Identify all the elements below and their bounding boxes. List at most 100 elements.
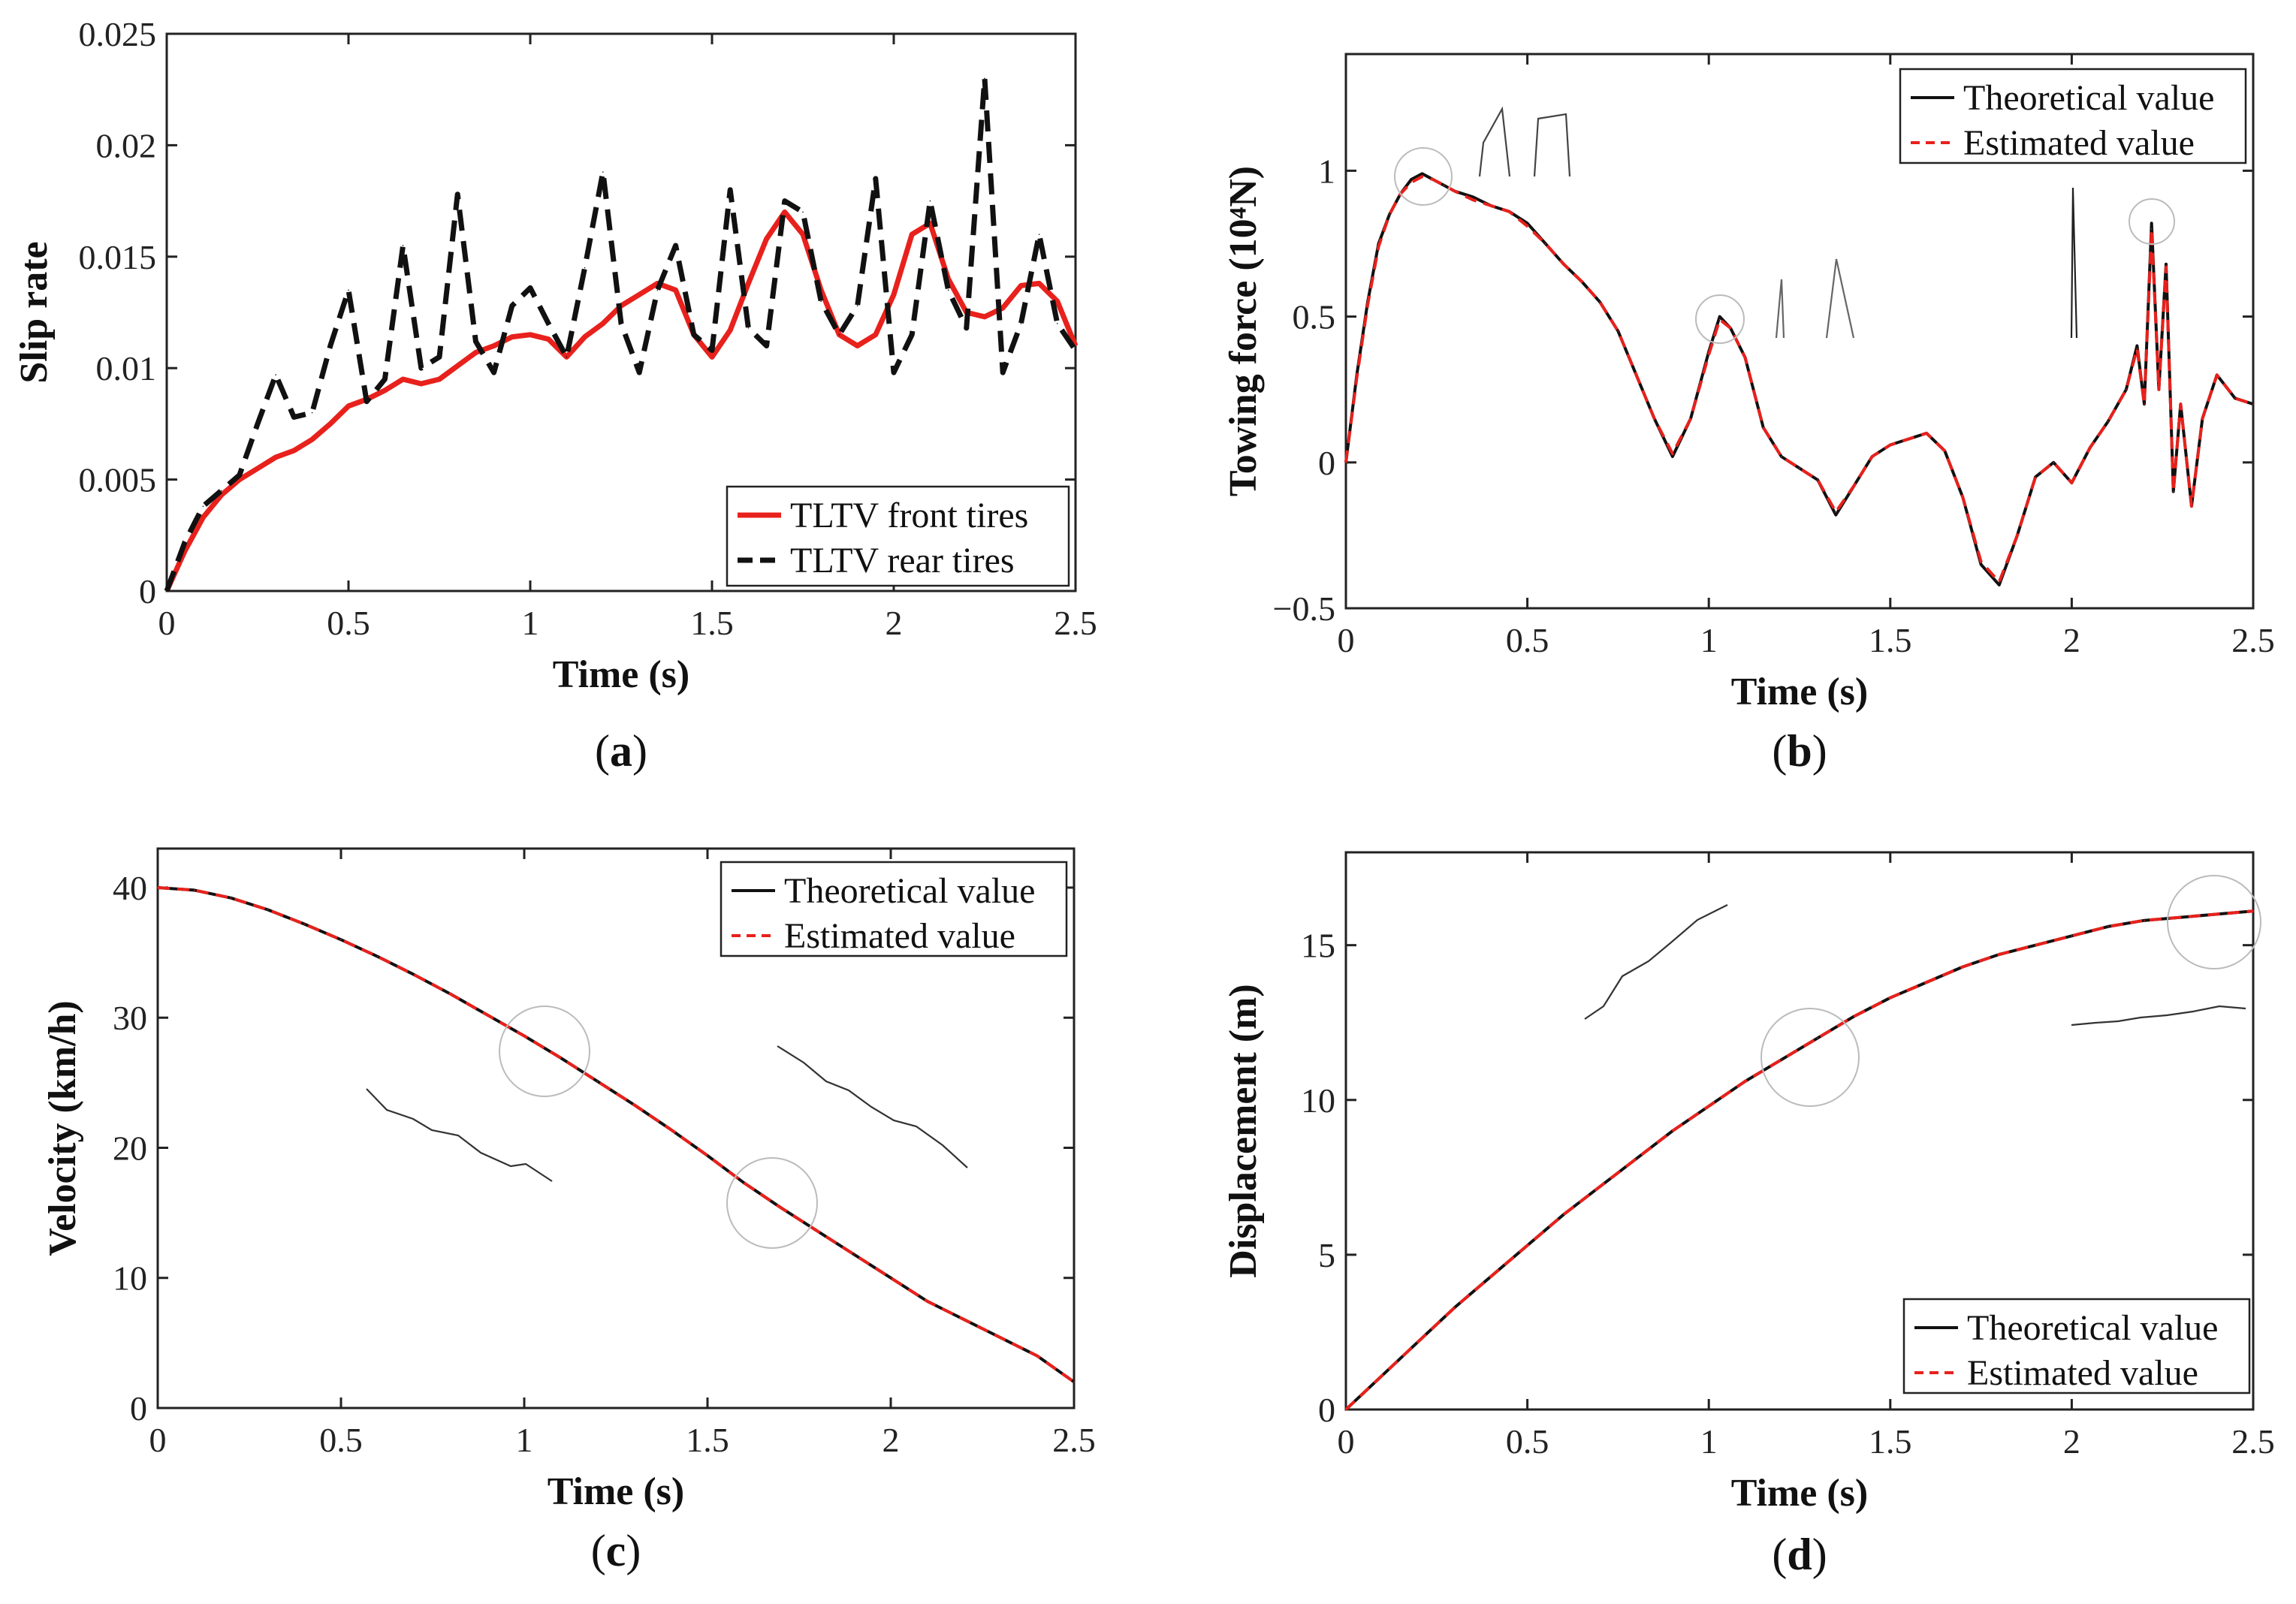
data-point [670, 1129, 671, 1131]
data-point [1038, 234, 1040, 235]
y-tick-label: 5 [1318, 1236, 1335, 1274]
data-point [1472, 199, 1474, 201]
data-point [2017, 535, 2018, 536]
zoom-circle [1760, 1008, 1860, 1107]
data-point [1926, 981, 1927, 983]
zoom-inset-sketch [2070, 187, 2078, 339]
data-point [1781, 1059, 1782, 1060]
data-point [602, 323, 604, 324]
zoom-inset-sketch [777, 1045, 968, 1168]
data-point [2136, 348, 2138, 350]
data-point [1730, 327, 1731, 329]
x-tick-label: 0.5 [1506, 1422, 1549, 1461]
data-point [856, 305, 858, 306]
data-point [560, 1057, 562, 1059]
legend-label: Estimated value [1963, 123, 2195, 163]
data-point [275, 374, 277, 375]
data-point [384, 390, 386, 391]
data-point [1508, 210, 1510, 213]
data-point [984, 316, 985, 318]
x-tick-label: 2.5 [1052, 1421, 1096, 1459]
y-tick-label: 0.02 [96, 126, 157, 164]
data-point [2107, 421, 2109, 423]
data-point [239, 478, 240, 481]
data-point [2144, 919, 2145, 921]
x-axis-label: Time (s) [1731, 1472, 1868, 1515]
data-point [1599, 301, 1601, 303]
data-point [330, 345, 331, 347]
data-point [853, 1253, 855, 1256]
data-point [1526, 1244, 1528, 1247]
data-point [1817, 1037, 1818, 1039]
data-point [1853, 1015, 1855, 1018]
data-point [157, 887, 158, 888]
y-tick-label: 0 [130, 1389, 147, 1428]
data-point [2172, 490, 2174, 493]
data-point [511, 336, 513, 338]
data-point [2252, 910, 2254, 912]
zoom-inset-sketch [366, 1088, 553, 1182]
data-point [529, 333, 531, 336]
zoom-circle [1695, 294, 1745, 344]
x-tick-label: 2 [2063, 621, 2080, 659]
data-point [311, 439, 313, 440]
data-point [2165, 266, 2167, 268]
data-point [511, 305, 513, 306]
y-axis-label: Slip rate [13, 241, 56, 383]
series-line-theoretical-value [157, 886, 1076, 1383]
y-tick-label: 0 [139, 572, 156, 611]
x-tick-label: 0 [158, 604, 176, 642]
data-point [2150, 222, 2153, 225]
data-point [2191, 505, 2192, 507]
data-point [1057, 300, 1058, 302]
data-point [674, 289, 677, 291]
data-point [1980, 563, 1982, 565]
legend-label: Theoretical value [784, 871, 1035, 911]
data-point [1781, 456, 1782, 457]
panel-caption-letter: c [606, 1526, 626, 1575]
data-point [656, 289, 659, 291]
data-point [2158, 388, 2160, 390]
zoom-inset-sketch [1775, 279, 1785, 339]
data-point [2126, 388, 2127, 390]
data-point [2252, 403, 2254, 405]
y-tick-label: 15 [1301, 927, 1335, 965]
y-tick-label: −0.5 [1273, 589, 1335, 628]
data-point [963, 1319, 965, 1320]
data-point [1020, 285, 1022, 287]
data-point [1599, 1186, 1601, 1187]
data-point [911, 333, 913, 336]
data-point [184, 541, 186, 543]
data-point [638, 294, 640, 296]
data-point [620, 323, 622, 324]
chart-panel-a: 0 0.5 1 1.5 2 2.5 0 0.005 0.01 0.015 0.02 0.025 Time… [13, 15, 1097, 776]
y-tick-label: 40 [113, 869, 147, 907]
data-point [1057, 323, 1058, 324]
data-point [784, 200, 786, 202]
data-point [2089, 447, 2091, 449]
data-point [457, 193, 458, 195]
data-point [947, 289, 949, 291]
data-point [927, 1301, 928, 1302]
data-point [1002, 307, 1003, 309]
data-point [1635, 374, 1637, 376]
data-point [711, 356, 713, 358]
zoom-circle [726, 1157, 818, 1249]
data-point [875, 333, 876, 336]
data-point [475, 351, 477, 354]
data-point [1345, 1409, 1347, 1410]
data-point [765, 238, 768, 240]
x-tick-label: 0 [1338, 621, 1355, 659]
y-tick-label: 0.025 [79, 15, 157, 53]
data-point [693, 333, 695, 336]
panel-caption: (c) [591, 1526, 641, 1575]
data-point [802, 234, 804, 235]
y-axis-label: Displacement (m) [1222, 984, 1265, 1277]
panel-caption-letter: d [1787, 1530, 1812, 1579]
data-point [1926, 433, 1927, 434]
data-point [2035, 476, 2036, 478]
data-point [1389, 213, 1390, 216]
data-point [493, 345, 495, 347]
data-point [293, 450, 295, 451]
